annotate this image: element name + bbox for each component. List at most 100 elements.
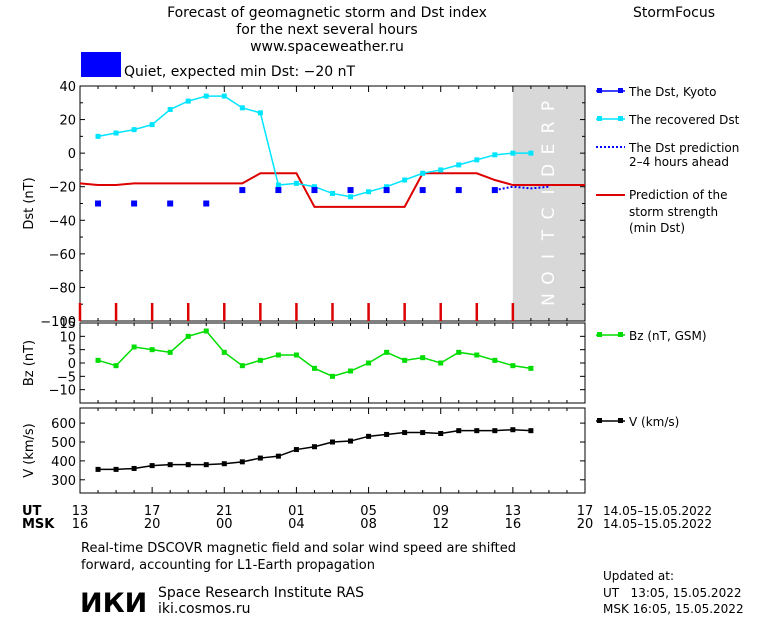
storm-strength-line <box>79 172 585 208</box>
msk-tick-label: 00 <box>216 517 233 532</box>
v-point <box>221 461 227 467</box>
bz-point <box>474 352 480 358</box>
institute-name: Space Research Institute RAS <box>158 585 364 601</box>
msk-tick-labels: 16 20 00 04 08 12 16 20 <box>72 517 594 532</box>
prediction-letter: I <box>539 254 559 259</box>
prediction-letter: N <box>539 293 559 306</box>
y-axis-title: Bz (nT) <box>22 340 37 386</box>
bz-point <box>221 349 227 355</box>
bz-point <box>293 352 299 358</box>
msk-tick-label: 08 <box>360 517 377 532</box>
bz-point <box>348 368 354 374</box>
kyoto-dst-point <box>347 187 354 194</box>
recovered-dst-point <box>438 167 444 173</box>
bz-point <box>420 355 426 361</box>
v-point <box>330 439 335 445</box>
kyoto-dst-point <box>419 187 426 194</box>
title-line-1: Forecast of geomagnetic storm and Dst in… <box>167 5 487 21</box>
v-line <box>98 428 531 471</box>
kyoto-dst-point <box>311 187 318 194</box>
bz-point <box>492 357 498 363</box>
plot-frame <box>79 407 586 494</box>
prediction-letter: D <box>539 164 559 177</box>
recovered-dst-point <box>510 150 516 156</box>
kyoto-dst-point <box>275 187 282 194</box>
v-point <box>402 430 408 436</box>
recovered-dst-point <box>239 105 245 111</box>
y-tick-label: −20 <box>49 181 76 196</box>
updated-label: Updated at: <box>603 569 674 583</box>
ut-tick-label: 01 <box>288 504 305 519</box>
ut-tick-labels: 13 17 21 01 05 09 13 17 <box>72 504 594 519</box>
kyoto-dst-point <box>131 200 138 207</box>
recovered-dst-point <box>149 122 155 128</box>
bz-point <box>203 328 209 334</box>
kyoto-dst-point <box>455 187 462 194</box>
recovered-dst-point <box>185 98 191 104</box>
v-point <box>131 465 137 471</box>
bz-point <box>330 373 335 379</box>
y-tick-label: 400 <box>51 455 76 470</box>
prediction-band <box>512 86 585 321</box>
kyoto-dst-point <box>491 187 498 194</box>
y-axis-title: V (km/s) <box>22 423 37 478</box>
y-tick-label: 600 <box>51 417 76 432</box>
prediction-letter: I <box>539 189 559 194</box>
msk-date-range: 14.05–15.05.2022 <box>603 517 712 531</box>
y-tick-label: 5 <box>68 344 76 359</box>
recovered-dst-point <box>330 190 335 196</box>
bz-point <box>239 363 245 369</box>
y-tick-label: −40 <box>49 214 76 229</box>
ut-tick-label: 21 <box>216 504 233 519</box>
ut-tick-label: 05 <box>360 504 377 519</box>
status-swatch <box>81 52 121 77</box>
recovered-dst-point <box>113 130 119 136</box>
bz-point <box>167 349 173 355</box>
msk-tick-label: 16 <box>505 517 522 532</box>
legend-dst-prediction-2: 2–4 hours ahead <box>629 155 729 169</box>
v-point <box>311 444 317 450</box>
recovered-dst-point <box>384 184 390 190</box>
legend-storm-3: (min Dst) <box>629 221 685 235</box>
y-tick-label: 0 <box>68 147 76 162</box>
y-tick-label: −100 <box>40 315 76 330</box>
bz-point <box>113 363 119 369</box>
iki-logo: ИКИ <box>80 588 147 619</box>
v-point <box>420 430 426 436</box>
msk-axis-label: MSK <box>22 517 55 532</box>
msk-tick-label: 12 <box>432 517 449 532</box>
prediction-letter: E <box>539 144 559 155</box>
bz-point <box>131 344 137 350</box>
y-tick-label: 10 <box>59 330 76 345</box>
title-line-2: for the next several hours <box>236 22 417 38</box>
legend-v: V (km/s) <box>629 415 679 429</box>
note-line-1: Real-time DSCOVR magnetic field and sola… <box>81 541 516 556</box>
kyoto-dst-point <box>203 200 210 207</box>
y-tick-label: 15 <box>59 317 76 332</box>
ut-tick-label: 13 <box>505 504 522 519</box>
y-tick-label: 20 <box>59 114 76 129</box>
bz-point <box>149 347 155 353</box>
recovered-dst-point <box>275 182 281 188</box>
bz-point <box>311 365 317 371</box>
ut-tick-label: 17 <box>577 504 594 519</box>
brand-name: StormFocus <box>633 5 715 21</box>
recovered-dst-point <box>311 184 317 190</box>
msk-tick-label: 16 <box>72 517 89 532</box>
status-text: Quiet, expected min Dst: −20 nT <box>124 64 356 80</box>
legend-dst-prediction-1: The Dst prediction <box>628 141 739 155</box>
v-point <box>384 431 390 437</box>
y-tick-label: 40 <box>59 80 76 95</box>
kyoto-dst-point <box>95 200 102 207</box>
ut-tick-label: 09 <box>432 504 449 519</box>
updated-ut: UT 13:05, 15.05.2022 <box>603 586 741 600</box>
bz-point <box>528 365 534 371</box>
msk-tick-label: 04 <box>288 517 305 532</box>
y-tick-label: −5 <box>57 370 76 385</box>
recovered-dst-point <box>474 157 480 163</box>
ut-axis-label: UT <box>22 504 42 519</box>
v-point <box>113 466 119 472</box>
v-point <box>456 428 462 434</box>
